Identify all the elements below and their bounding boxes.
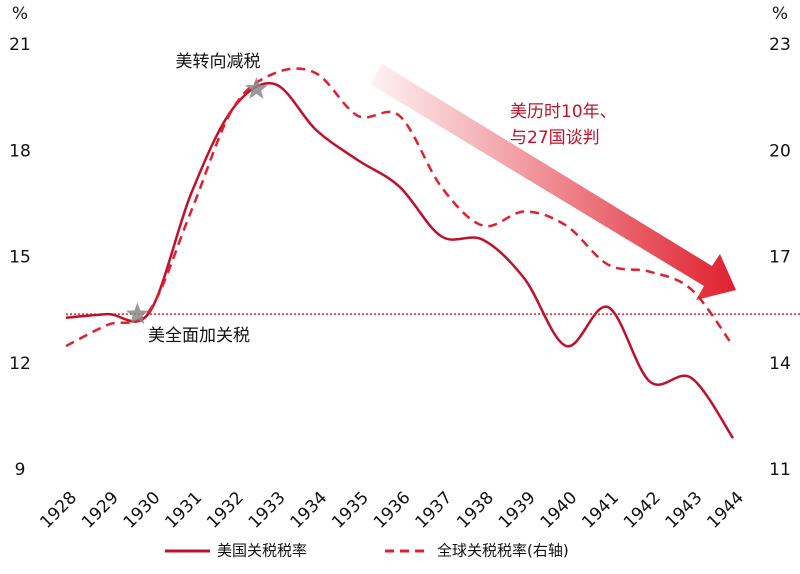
y-unit: %: [12, 4, 28, 24]
x-tick-label: 1932: [203, 488, 248, 533]
x-tick-label: 1938: [453, 488, 498, 533]
x-tick-label: 1939: [495, 488, 540, 533]
x-tick-label: 1941: [578, 488, 623, 533]
annotation: 与27国谈判: [510, 128, 600, 148]
y2-tick-label: 11: [769, 460, 791, 480]
line-series: [65, 67, 735, 348]
star-marker: [126, 302, 149, 325]
legend-label: 全球关税税率(右轴): [437, 542, 569, 560]
annotation: 美全面加关税: [148, 326, 250, 346]
x-tick-label: 1936: [370, 488, 415, 533]
annotation: 美转向减税: [176, 52, 261, 72]
x-tick-label: 1931: [161, 488, 206, 533]
x-tick-label: 1929: [78, 488, 123, 533]
line-series: [65, 82, 735, 439]
y-tick-label: 21: [9, 35, 31, 55]
annotation: 美历时10年、: [510, 102, 617, 122]
x-tick-label: 1935: [328, 488, 373, 533]
y-tick-label: 15: [9, 248, 31, 268]
x-tick-label: 1930: [120, 488, 165, 533]
x-tick-label: 1933: [245, 488, 290, 533]
y2-tick-label: 14: [769, 354, 791, 374]
x-tick-label: 1944: [703, 488, 748, 533]
x-tick-label: 1934: [286, 488, 331, 533]
x-tick-label: 1937: [412, 488, 457, 533]
legend-label: 美国关税税率: [217, 542, 307, 560]
star-marker: [245, 77, 268, 99]
y2-tick-label: 23: [769, 35, 791, 55]
x-tick-label: 1928: [36, 488, 81, 533]
y-tick-label: 12: [9, 354, 31, 374]
trend-arrow: [370, 64, 736, 300]
y-tick-label: 18: [9, 141, 31, 161]
y2-unit: %: [772, 4, 788, 24]
y2-tick-label: 20: [769, 141, 791, 161]
x-tick-label: 1942: [620, 488, 665, 533]
y-tick-label: 9: [15, 460, 26, 480]
x-tick-label: 1940: [537, 488, 582, 533]
x-tick-label: 1943: [662, 488, 707, 533]
y2-tick-label: 17: [769, 248, 791, 268]
